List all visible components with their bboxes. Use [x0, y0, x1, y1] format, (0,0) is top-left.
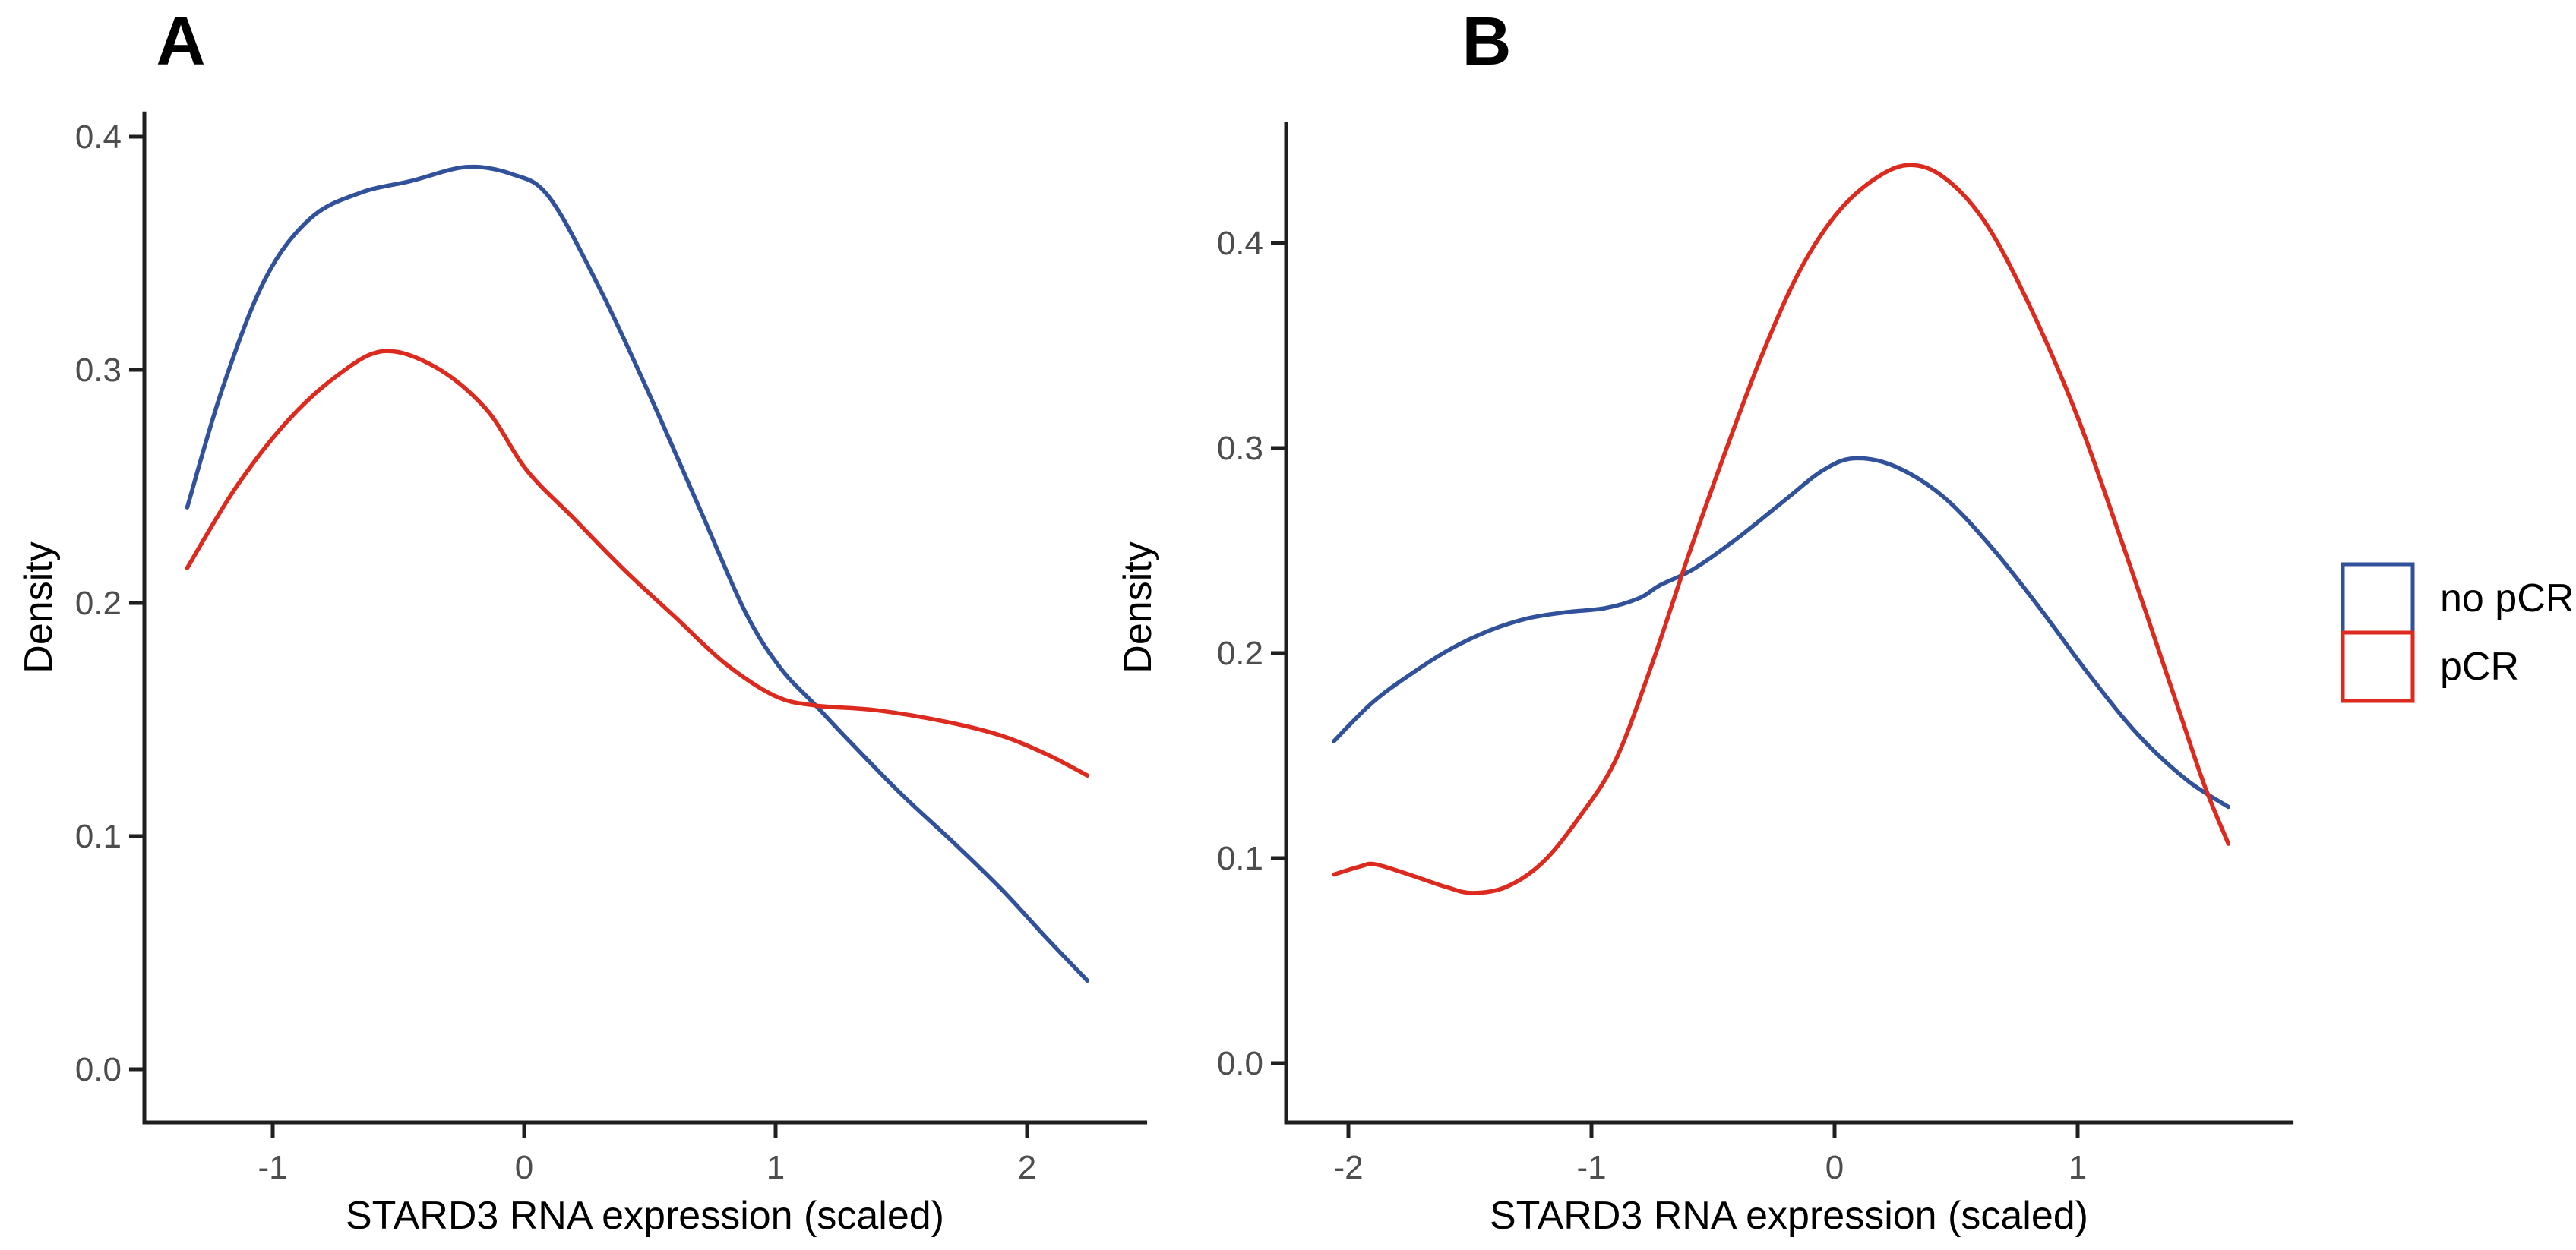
panel-b-x-tick-label: 1 [2069, 1149, 2087, 1186]
panel-a-y-tick-label: 0.3 [75, 352, 122, 389]
panel-b-y-tick-label: 0.0 [1217, 1045, 1263, 1082]
panel-a-y-tick-label: 0.0 [75, 1051, 122, 1088]
legend-swatch-pcr-icon [2341, 630, 2415, 703]
panel-b-y-axis-label: Density [1116, 541, 1160, 673]
panel-a-title: A [156, 4, 206, 80]
legend-label-no-pcr: no pCR [2440, 576, 2574, 620]
panel-b-y-tick-label: 0.4 [1217, 225, 1263, 262]
panel-a-y-axis-label: Density [17, 541, 61, 673]
panel-b-y-tick-label: 0.1 [1217, 840, 1263, 877]
panel-b-y-tick-label: 0.2 [1217, 635, 1263, 672]
panel-b-x-tick-label: -2 [1333, 1149, 1363, 1186]
panel-b: -2 -1 0 1 0.0 0.1 0.2 0.3 0.4 B STARD3 RNA express… [1116, 4, 2294, 1238]
legend-swatch-no-pcr-icon [2341, 562, 2415, 635]
panel-a-x-tick-label: 1 [766, 1149, 785, 1186]
panel-a-x-tick-label: 0 [515, 1149, 533, 1186]
legend: no pCR pCR [2341, 562, 2574, 703]
panel-a-x-tick-label: -1 [258, 1149, 287, 1186]
panel-b-x-axis-label: STARD3 RNA expression (scaled) [1490, 1194, 2088, 1238]
panel-b-x-tick-label: -1 [1576, 1149, 1606, 1186]
panel-b-axis-lines [1284, 122, 2294, 1125]
panel-b-title: B [1462, 4, 1512, 80]
curve-no-pcr-panel-b [1332, 456, 2231, 810]
curve-pcr-panel-b [1332, 163, 2231, 895]
panel-a-x-tick-label: 2 [1018, 1149, 1036, 1186]
curve-pcr-panel-a [185, 349, 1090, 778]
panel-a-x-axis-label: STARD3 RNA expression (scaled) [346, 1194, 944, 1238]
panel-a-y-tick-label: 0.2 [75, 585, 122, 622]
panel-a-axis-lines [142, 111, 1148, 1125]
panel-a-y-tick-label: 0.4 [75, 118, 122, 156]
panel-a-y-tick-label: 0.1 [75, 818, 122, 855]
curve-no-pcr-panel-a [185, 164, 1090, 983]
legend-label-pcr: pCR [2440, 645, 2519, 689]
panel-a: -1 0 1 2 0.0 0.1 0.2 0.3 0.4 A STARD3 RNA expressi… [17, 4, 1148, 1238]
panel-b-x-tick-label: 0 [1825, 1149, 1844, 1186]
panel-b-y-tick-label: 0.3 [1217, 430, 1263, 467]
